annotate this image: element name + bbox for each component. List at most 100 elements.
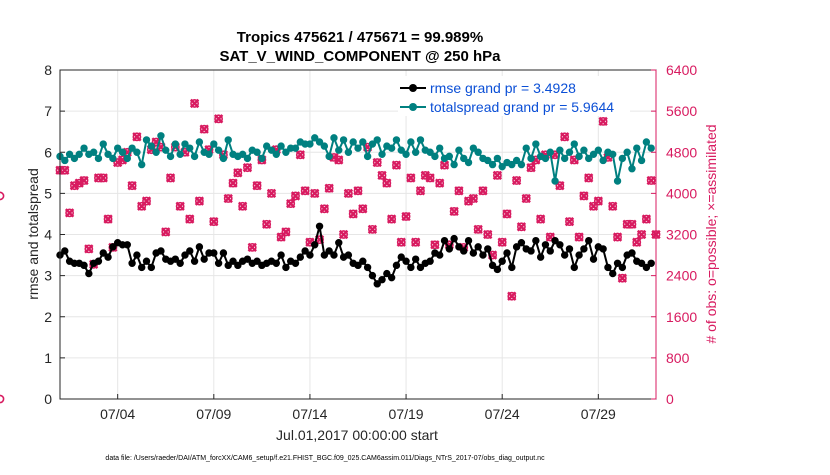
rmse-point — [536, 253, 545, 261]
totalspread-point — [397, 146, 405, 154]
totalspread-point — [623, 148, 631, 156]
totalspread-point — [138, 160, 146, 169]
obs-assimilated-point — [338, 229, 349, 240]
totalspread-point — [109, 154, 117, 163]
rmse-point — [301, 247, 309, 255]
legend-label-totalspread: totalspread grand pr = 5.9644 — [430, 99, 614, 115]
obs-possible-point — [512, 176, 522, 185]
obs-possible-point — [574, 232, 584, 242]
rmse-point — [455, 243, 463, 251]
totalspread-point — [94, 154, 103, 163]
obs-assimilated-point — [535, 214, 546, 224]
totalspread-point — [464, 158, 473, 167]
right-tick-label: 1600 — [666, 309, 697, 325]
obs-assimilated-point — [233, 168, 243, 178]
totalspread-point — [123, 154, 131, 163]
rmse-point — [565, 245, 574, 253]
x-tick-label: 07/09 — [196, 406, 231, 422]
rmse-point — [176, 259, 184, 267]
legend: rmse grand pr = 3.4928 totalspread grand… — [398, 76, 630, 116]
obs-assimilated-point — [300, 186, 310, 196]
obs-possible-point — [521, 194, 531, 203]
totalspread-point — [647, 144, 655, 152]
rmse-point — [575, 251, 583, 259]
rmse-point — [272, 259, 280, 267]
totalspread-point — [445, 152, 454, 161]
totalspread-point — [330, 134, 338, 142]
totalspread-point — [551, 177, 559, 185]
totalspread-point — [637, 156, 646, 165]
obs-assimilated-point — [406, 173, 416, 183]
totalspread-point — [243, 154, 252, 163]
rmse-point — [628, 249, 636, 257]
obs-assimilated-point — [199, 124, 209, 134]
obs-possible-point — [194, 196, 204, 206]
obs-possible-point — [262, 219, 272, 229]
totalspread-point — [118, 148, 127, 156]
rmse-point — [85, 269, 93, 278]
obs-assimilated-point — [516, 222, 527, 232]
totalspread-point — [517, 160, 526, 169]
obs-possible-point — [646, 176, 656, 185]
obs-assimilated-point — [161, 227, 171, 237]
obs-possible-point — [300, 186, 310, 196]
right-tick-label: 0 — [666, 391, 674, 407]
totalspread-point — [311, 134, 319, 142]
obs-assimilated-point — [564, 216, 575, 227]
obs-assimilated-point — [266, 188, 277, 199]
obs-possible-point — [343, 188, 353, 198]
rmse-point — [464, 236, 473, 245]
totalspread-point — [65, 150, 74, 159]
x-tick-label: 07/14 — [292, 406, 327, 422]
totalspread-point — [546, 148, 554, 156]
totalspread-point — [315, 138, 324, 146]
obs-assimilated-point — [324, 183, 334, 193]
obs-possible-point — [190, 99, 199, 108]
totalspread-point — [99, 140, 107, 148]
obs-possible-point — [339, 230, 348, 239]
obs-possible-point — [637, 230, 646, 239]
obs-possible-point — [411, 237, 421, 247]
rmse-point — [147, 263, 156, 272]
obs-possible-point — [291, 191, 300, 201]
totalspread-point — [363, 152, 372, 161]
rmse-point — [186, 247, 194, 255]
obs-assimilated-point — [367, 224, 378, 235]
totalspread-point — [186, 144, 194, 152]
rmse-point — [541, 241, 550, 249]
totalspread-point — [618, 154, 627, 163]
obs-possible-point — [267, 188, 276, 198]
obs-possible-point — [507, 291, 517, 301]
rmse-point — [609, 269, 617, 278]
right-tick-label: 800 — [666, 350, 690, 366]
totalspread-point — [560, 154, 569, 163]
obs-possible-point — [84, 244, 94, 254]
obs-assimilated-point — [60, 165, 70, 175]
rmse-point — [214, 259, 223, 267]
totalspread-point — [75, 150, 83, 159]
totalspread-point — [133, 148, 141, 156]
obs-assimilated-point — [290, 191, 301, 201]
obs-assimilated-point — [334, 155, 344, 165]
obs-assimilated-point — [310, 188, 320, 199]
rmse-point — [311, 241, 319, 249]
obs-assimilated-point — [560, 132, 570, 142]
obs-possible-point — [598, 117, 608, 126]
totalspread-point — [267, 146, 276, 154]
obs-possible-point — [579, 191, 589, 201]
obs-assimilated-point — [473, 224, 483, 235]
totalspread-point — [426, 148, 434, 156]
x-tick-label: 07/19 — [389, 406, 424, 422]
totalspread-point — [594, 146, 603, 154]
rmse-point — [527, 247, 535, 255]
obs-possible-point — [560, 132, 570, 142]
rmse-point — [474, 243, 482, 251]
obs-assimilated-point — [319, 204, 330, 214]
obs-assimilated-point — [141, 196, 152, 206]
totalspread-point — [455, 146, 463, 154]
rmse-point — [306, 251, 314, 259]
rmse-point — [138, 263, 146, 272]
left-tick-label: 1 — [44, 350, 52, 366]
totalspread-point — [171, 140, 180, 148]
rmse-point — [171, 255, 180, 263]
